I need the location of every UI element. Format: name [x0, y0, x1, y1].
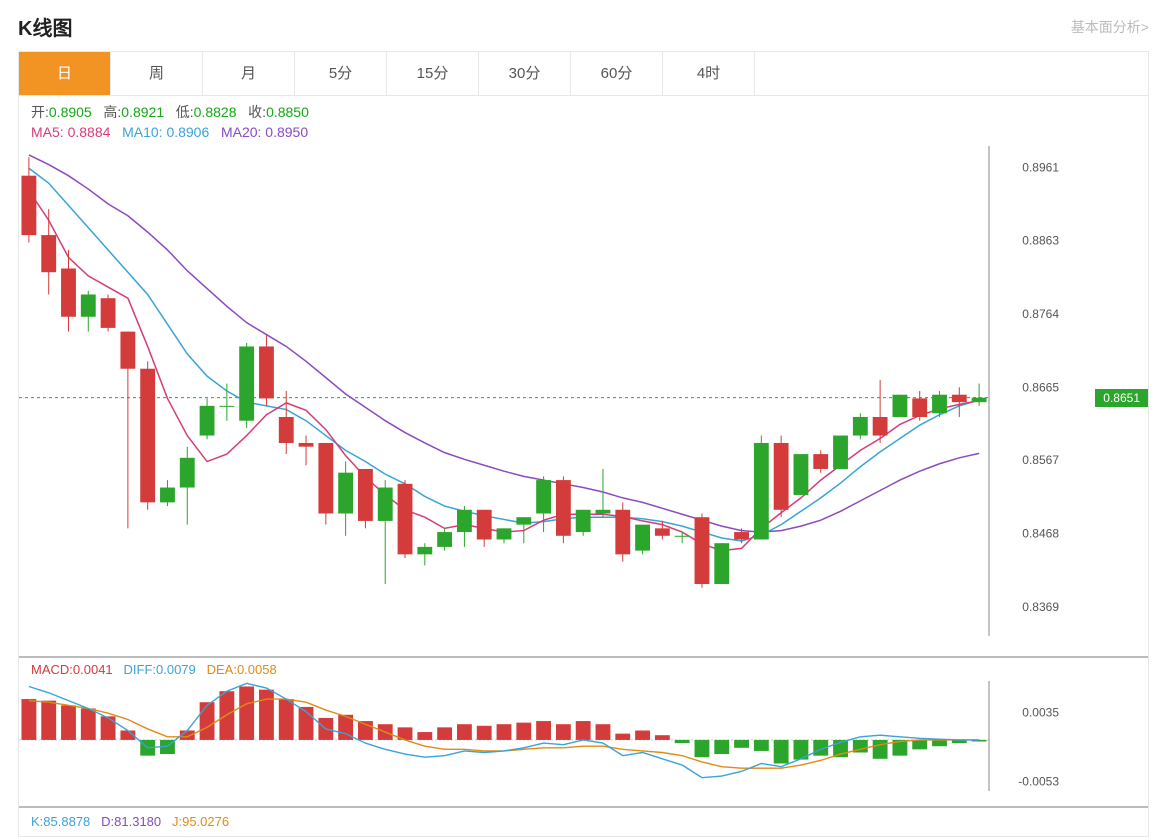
- tab-15分[interactable]: 15分: [387, 52, 479, 95]
- svg-text:0.8863: 0.8863: [1022, 233, 1059, 247]
- tab-60分[interactable]: 60分: [571, 52, 663, 95]
- high-value: 0.8921: [121, 104, 164, 120]
- tab-月[interactable]: 月: [203, 52, 295, 95]
- ma20-label: MA20: 0.8950: [221, 124, 308, 140]
- open-label: 开:: [31, 104, 49, 120]
- tab-周[interactable]: 周: [111, 52, 203, 95]
- last-price-badge: 0.8651: [1095, 389, 1148, 407]
- close-value: 0.8850: [266, 104, 309, 120]
- svg-text:0.8764: 0.8764: [1022, 307, 1059, 321]
- kdj-d: D:81.3180: [101, 814, 161, 829]
- fundamental-analysis-link[interactable]: 基本面分析>: [1071, 17, 1149, 37]
- open-value: 0.8905: [49, 104, 92, 120]
- low-value: 0.8828: [194, 104, 237, 120]
- kdj-j: J:95.0276: [172, 814, 229, 829]
- chart-header: K线图 基本面分析>: [0, 0, 1167, 51]
- macd-chart[interactable]: 0.0035 -0.0053: [19, 681, 1148, 801]
- kdj-panel: K:85.8878 D:81.3180 J:95.0276: [19, 806, 1148, 836]
- chart-title: K线图: [18, 12, 72, 41]
- tab-4时[interactable]: 4时: [663, 52, 755, 95]
- ohlc-row: 开:0.8905 高:0.8921 低:0.8828 收:0.8850: [19, 96, 1148, 122]
- low-label: 低:: [176, 104, 194, 120]
- tab-日[interactable]: 日: [19, 52, 111, 95]
- ma5-label: MA5: 0.8884: [31, 124, 110, 140]
- svg-text:0.8468: 0.8468: [1022, 527, 1059, 541]
- ma-row: MA5: 0.8884 MA10: 0.8906 MA20: 0.8950: [19, 122, 1148, 146]
- high-label: 高:: [103, 104, 121, 120]
- macd-panel: MACD:0.0041 DIFF:0.0079 DEA:0.0058 0.003…: [19, 656, 1148, 806]
- diff-label: DIFF:0.0079: [124, 662, 196, 677]
- tab-5分[interactable]: 5分: [295, 52, 387, 95]
- svg-text:0.8567: 0.8567: [1022, 453, 1059, 467]
- svg-text:0.0035: 0.0035: [1022, 705, 1059, 719]
- tab-30分[interactable]: 30分: [479, 52, 571, 95]
- chart-frame: 日周月5分15分30分60分4时 开:0.8905 高:0.8921 低:0.8…: [18, 51, 1149, 837]
- ma10-label: MA10: 0.8906: [122, 124, 209, 140]
- macd-label: MACD:0.0041: [31, 662, 113, 677]
- svg-text:0.8961: 0.8961: [1022, 161, 1059, 175]
- macd-header: MACD:0.0041 DIFF:0.0079 DEA:0.0058: [19, 658, 1148, 681]
- svg-text:-0.0053: -0.0053: [1018, 775, 1059, 789]
- svg-text:0.8665: 0.8665: [1022, 380, 1059, 394]
- timeframe-tabs: 日周月5分15分30分60分4时: [19, 52, 1148, 96]
- dea-label: DEA:0.0058: [207, 662, 277, 677]
- svg-text:0.8369: 0.8369: [1022, 600, 1059, 614]
- kdj-k: K:85.8878: [31, 814, 90, 829]
- candlestick-chart[interactable]: 0.8961 0.8863 0.8764 0.8665 0.8567 0.8468 0.83…: [19, 146, 1148, 656]
- close-label: 收:: [248, 104, 266, 120]
